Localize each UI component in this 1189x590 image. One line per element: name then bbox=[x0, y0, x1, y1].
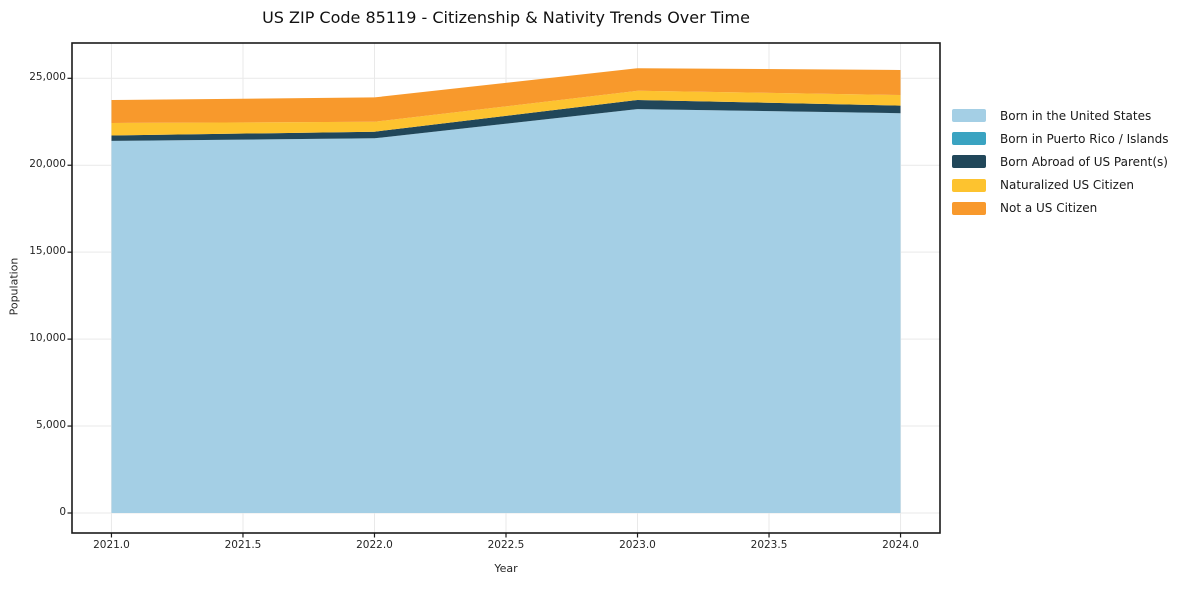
x-tick-label: 2021.5 bbox=[224, 539, 262, 551]
legend-item-2: Born Abroad of US Parent(s) bbox=[952, 150, 1169, 173]
y-tick-label: 25,000 bbox=[29, 71, 66, 84]
tick-marks bbox=[67, 77, 902, 538]
legend-item-1: Born in Puerto Rico / Islands bbox=[952, 127, 1169, 150]
y-tick-label: 15,000 bbox=[29, 245, 66, 258]
legend-swatch bbox=[952, 132, 986, 146]
area-series-2 bbox=[111, 100, 901, 141]
legend-swatch bbox=[952, 109, 986, 123]
legend-item-3: Naturalized US Citizen bbox=[952, 174, 1169, 197]
x-tick-label: 2023.5 bbox=[750, 539, 788, 551]
legend-label: Born in the United States bbox=[1000, 108, 1152, 123]
legend-swatch bbox=[952, 201, 986, 215]
legend-item-4: Not a US Citizen bbox=[952, 197, 1169, 220]
y-tick-label: 10,000 bbox=[29, 332, 66, 345]
x-tick-label: 2021.0 bbox=[93, 539, 130, 551]
legend-swatch bbox=[952, 155, 986, 169]
area-series-3 bbox=[111, 90, 901, 136]
legend-swatch bbox=[952, 178, 986, 192]
x-tick-label: 2024.0 bbox=[882, 539, 919, 551]
y-tick-label: 5,000 bbox=[35, 419, 66, 432]
x-axis-label: Year bbox=[494, 562, 518, 575]
x-tick-label: 2022.5 bbox=[487, 539, 525, 551]
chart-title: US ZIP Code 85119 - Citizenship & Nativi… bbox=[262, 8, 750, 27]
area-series-4 bbox=[111, 68, 901, 123]
legend-label: Naturalized US Citizen bbox=[1000, 178, 1134, 193]
legend-label: Not a US Citizen bbox=[1000, 201, 1098, 216]
legend-label: Born in Puerto Rico / Islands bbox=[1000, 131, 1169, 146]
y-axis-label: Population bbox=[7, 257, 21, 316]
chart-legend: Born in the United States Born in Puerto … bbox=[952, 104, 1169, 220]
area-series-0 bbox=[111, 109, 901, 513]
y-tick-label: 0 bbox=[59, 506, 66, 518]
x-tick-label: 2022.0 bbox=[356, 539, 393, 551]
y-tick-label: 20,000 bbox=[29, 158, 66, 171]
legend-item-0: Born in the United States bbox=[952, 104, 1169, 127]
legend-label: Born Abroad of US Parent(s) bbox=[1000, 154, 1168, 169]
x-tick-label: 2023.0 bbox=[619, 539, 656, 551]
